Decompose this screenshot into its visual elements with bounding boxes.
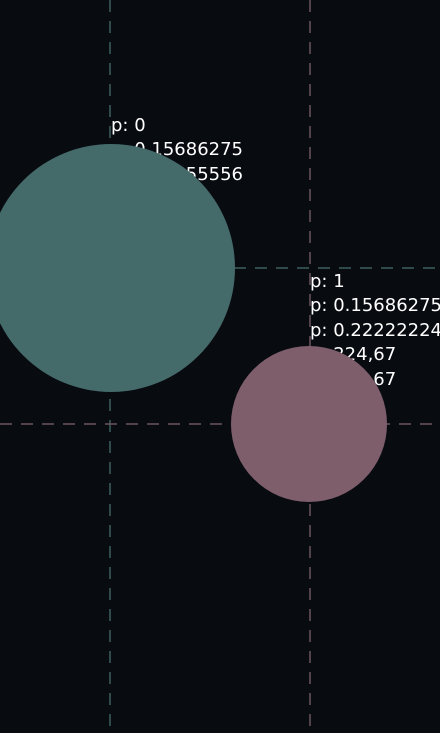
pink-label-line: p: 0.15686275 (310, 295, 440, 316)
pink-label-line: p: 0.22222224 (310, 320, 440, 341)
pink-circle[interactable] (231, 346, 387, 502)
teal-label-line: p: 0 (111, 115, 146, 136)
teal-circle[interactable] (0, 144, 235, 392)
pink-label-line: p: 1 (310, 271, 345, 292)
